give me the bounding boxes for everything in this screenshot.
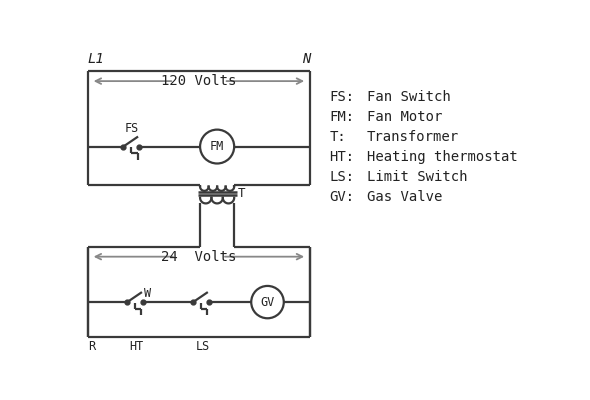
Text: 24  Volts: 24 Volts (161, 250, 237, 264)
Text: LS: LS (196, 340, 211, 353)
Text: Fan Switch: Fan Switch (367, 90, 450, 104)
Text: FM: FM (210, 140, 224, 153)
Text: Gas Valve: Gas Valve (367, 190, 442, 204)
Text: GV:: GV: (329, 190, 355, 204)
Text: FM:: FM: (329, 110, 355, 124)
Text: Heating thermostat: Heating thermostat (367, 150, 517, 164)
Text: 120 Volts: 120 Volts (161, 74, 237, 88)
Text: L1: L1 (88, 52, 104, 66)
Text: GV: GV (260, 296, 274, 309)
Text: T: T (237, 188, 245, 200)
Text: Limit Switch: Limit Switch (367, 170, 467, 184)
Text: Transformer: Transformer (367, 130, 459, 144)
Text: LS:: LS: (329, 170, 355, 184)
Text: HT:: HT: (329, 150, 355, 164)
Text: HT: HT (129, 340, 143, 353)
Text: T:: T: (329, 130, 346, 144)
Text: FS:: FS: (329, 90, 355, 104)
Text: N: N (301, 52, 310, 66)
Text: R: R (88, 340, 96, 353)
Text: W: W (145, 287, 152, 300)
Text: Fan Motor: Fan Motor (367, 110, 442, 124)
Text: FS: FS (124, 122, 139, 135)
